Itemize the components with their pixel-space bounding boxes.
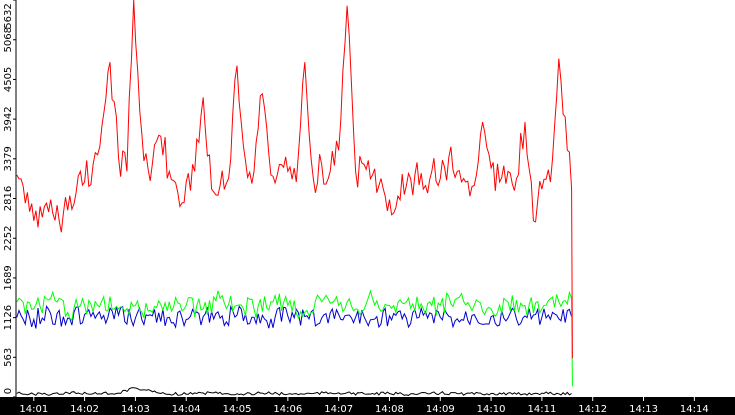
x-tick-label: 14:11 xyxy=(527,404,556,415)
x-tick-label: 14:01 xyxy=(19,404,48,415)
x-tick-label: 14:08 xyxy=(375,404,404,415)
series-line xyxy=(16,304,573,329)
x-axis: 14:01 14:02 14:03 14:04 14:05 14:06 14:07 14:08… xyxy=(0,397,735,415)
x-tick-label: 14:09 xyxy=(426,404,455,415)
x-tick-label: 14:03 xyxy=(121,404,150,415)
y-tick-label: 5068 xyxy=(3,27,14,52)
y-tick-label: 4505 xyxy=(3,67,14,92)
y-tick-label: 2816 xyxy=(3,186,14,211)
x-tick-label: 14:13 xyxy=(629,404,658,415)
x-axis-band xyxy=(0,397,735,415)
y-tick-label: 2252 xyxy=(3,226,14,251)
x-tick-label: 14:05 xyxy=(223,404,252,415)
x-tick-label: 14:14 xyxy=(680,404,709,415)
series-layer xyxy=(16,0,573,396)
y-tick-label: 3942 xyxy=(3,106,14,131)
x-tick-label: 14:06 xyxy=(273,404,302,415)
y-tick-label: 5632 xyxy=(3,3,14,28)
x-tick-label: 14:07 xyxy=(324,404,353,415)
x-tick-label: 14:04 xyxy=(172,404,201,415)
y-tick-label: 0 xyxy=(3,388,14,394)
y-tick-label: 563 xyxy=(3,348,14,367)
series-line xyxy=(16,0,573,359)
x-tick-label: 14:10 xyxy=(477,404,506,415)
y-tick-label: 1126 xyxy=(3,305,14,330)
series-line xyxy=(16,289,573,387)
x-tick-label: 14:12 xyxy=(578,404,607,415)
series-line xyxy=(16,387,572,396)
x-tick-label: 14:02 xyxy=(70,404,99,415)
y-tick-label: 3379 xyxy=(3,146,14,171)
y-tick-label: 1689 xyxy=(3,265,14,290)
